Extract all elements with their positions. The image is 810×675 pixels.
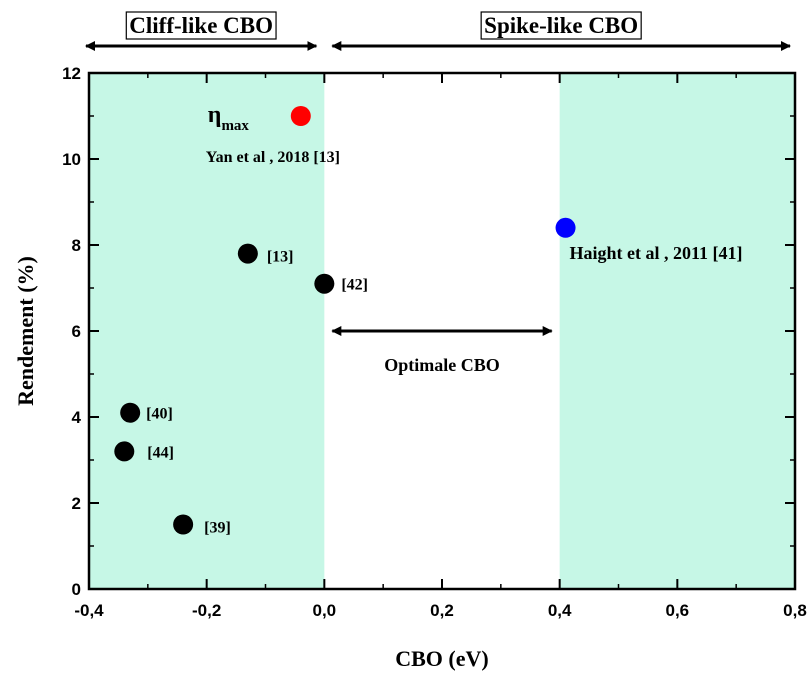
y-tick-label-6: 12	[62, 64, 81, 83]
point-label-2: [13]	[267, 249, 294, 266]
region-0	[89, 73, 325, 589]
region-1	[559, 73, 795, 589]
x-tick-label-1: -0,2	[192, 601, 221, 620]
range-label-2: Optimale CBO	[384, 355, 500, 375]
point-label-3: [42]	[341, 277, 368, 294]
x-tick-label-6: 0,8	[783, 601, 807, 620]
point-label-1: Haight et al , 2011 [41]	[570, 243, 743, 263]
data-point-5	[114, 441, 135, 462]
range-label-1: Spike-like CBO	[484, 13, 638, 38]
data-point-4	[120, 402, 141, 423]
range-label-box-1	[480, 11, 642, 40]
x-axis-title: CBO (eV)	[395, 646, 488, 671]
data-point-2	[237, 243, 258, 264]
x-tick-label-5: 0,6	[666, 601, 690, 620]
y-tick-label-3: 6	[72, 322, 81, 341]
y-tick-label-2: 4	[72, 408, 82, 427]
point-label-5: [44]	[147, 444, 174, 461]
y-tick-label-0: 0	[72, 580, 81, 599]
y-tick-label-4: 8	[72, 236, 81, 255]
point-label-4: [40]	[146, 406, 173, 423]
eta-max-label: ηmax	[208, 102, 250, 134]
x-tick-label-4: 0,4	[548, 601, 572, 620]
point-label-0: Yan et al , 2018 [13]	[206, 149, 340, 166]
point-label-6: [39]	[204, 520, 231, 537]
x-tick-label-0: -0,4	[74, 601, 104, 620]
x-tick-label-2: 0,0	[313, 601, 337, 620]
data-point-6	[173, 514, 194, 535]
data-point-0	[290, 106, 311, 126]
data-point-3	[314, 273, 335, 294]
y-tick-label-1: 2	[72, 494, 81, 513]
x-tick-label-3: 0,2	[430, 601, 454, 620]
y-axis-title: Rendement (%)	[13, 256, 38, 406]
y-tick-label-5: 10	[62, 150, 81, 169]
range-label-0: Cliff-like CBO	[129, 13, 273, 38]
range-label-box-0	[125, 11, 277, 40]
data-point-1	[555, 217, 576, 238]
